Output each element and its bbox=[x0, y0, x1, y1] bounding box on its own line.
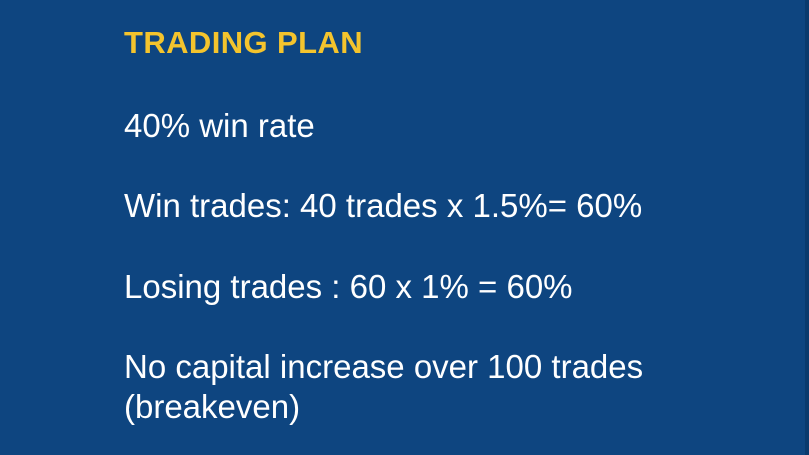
slide-title: TRADING PLAN bbox=[124, 25, 364, 60]
win-rate-line: 40% win rate bbox=[124, 107, 315, 144]
slide-edge bbox=[805, 0, 809, 455]
breakeven-line: (breakeven) bbox=[124, 388, 301, 425]
losing-trades-line: Losing trades : 60 x 1% = 60% bbox=[124, 268, 573, 305]
capital-increase-line: No capital increase over 100 trades bbox=[124, 348, 644, 385]
win-trades-line: Win trades: 40 trades x 1.5%= 60% bbox=[124, 187, 643, 224]
